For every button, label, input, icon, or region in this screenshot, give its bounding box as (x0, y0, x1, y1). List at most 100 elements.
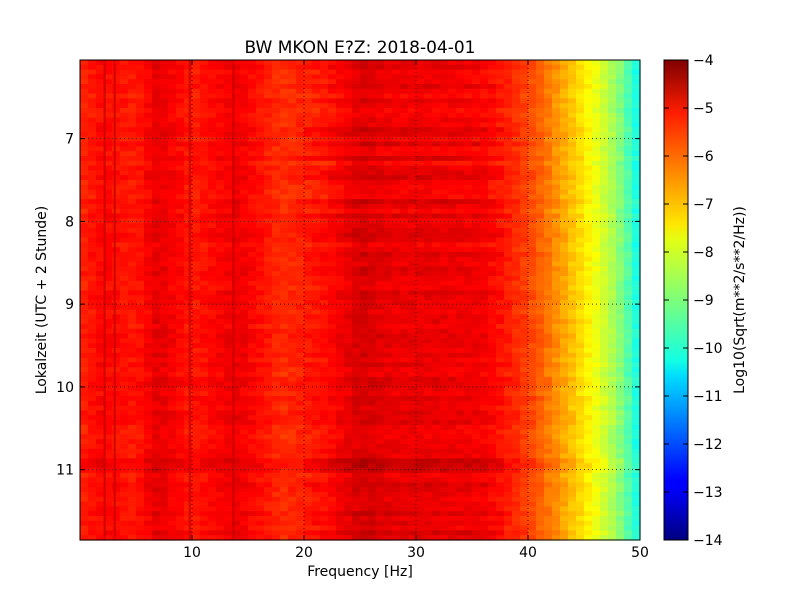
heatmap-cell (88, 372, 97, 378)
heatmap-cell (104, 391, 113, 397)
heatmap-cell (296, 170, 305, 176)
heatmap-cell (560, 252, 569, 258)
heatmap-cell (304, 280, 313, 287)
heatmap-cell (632, 136, 641, 143)
heatmap-cell (568, 88, 577, 95)
heatmap-cell (344, 127, 353, 133)
heatmap-cell (584, 290, 593, 296)
heatmap-cell (208, 151, 217, 157)
heatmap-cell (280, 295, 289, 301)
heatmap-cell (608, 314, 617, 320)
heatmap-cell (384, 266, 393, 272)
heatmap-cell (104, 357, 113, 363)
heatmap-cell (96, 352, 105, 359)
heatmap-cell (320, 367, 329, 373)
heatmap-cell (384, 338, 393, 344)
heatmap-cell (280, 64, 289, 71)
heatmap-cell (232, 280, 241, 287)
heatmap-cell (104, 348, 113, 354)
heatmap-cell (384, 60, 393, 66)
heatmap-cell (136, 93, 145, 99)
heatmap-cell (496, 146, 505, 152)
heatmap-cell (360, 386, 369, 392)
heatmap-cell (400, 343, 409, 349)
heatmap-cell (392, 285, 401, 291)
heatmap-cell (376, 165, 385, 171)
heatmap-cell (392, 151, 401, 157)
heatmap-cell (96, 242, 105, 248)
heatmap-cell (120, 204, 129, 210)
heatmap-cell (168, 295, 177, 301)
heatmap-cell (464, 304, 473, 311)
heatmap-cell (144, 247, 153, 253)
heatmap-cell (192, 376, 201, 383)
heatmap-cell (144, 204, 153, 210)
heatmap-cell (632, 314, 641, 320)
heatmap-cell (632, 74, 641, 80)
heatmap-cell (328, 74, 337, 80)
heatmap-cell (360, 141, 369, 147)
heatmap-cell (184, 84, 193, 90)
heatmap-cell (560, 88, 569, 95)
heatmap-cell (184, 276, 193, 282)
heatmap-cell (192, 151, 201, 157)
heatmap-cell (264, 362, 273, 368)
heatmap-cell (536, 60, 545, 66)
heatmap-cell (480, 252, 489, 258)
heatmap-cell (600, 381, 609, 387)
heatmap-cell (608, 108, 617, 114)
heatmap-cell (144, 175, 153, 181)
heatmap-cell (168, 319, 177, 325)
heatmap-cell (520, 98, 529, 104)
heatmap-cell (272, 232, 281, 239)
heatmap-cell (512, 381, 521, 387)
heatmap-cell (368, 156, 377, 162)
heatmap-cell (472, 122, 481, 128)
heatmap-cell (392, 156, 401, 162)
heatmap-cell (160, 151, 169, 157)
heatmap-cell (160, 237, 169, 243)
heatmap-cell (400, 103, 409, 109)
heatmap-cell (424, 280, 433, 287)
heatmap-cell (120, 103, 129, 109)
heatmap-cell (544, 208, 553, 215)
heatmap-cell (472, 319, 481, 325)
heatmap-cell (592, 367, 601, 373)
heatmap-cell (416, 300, 425, 306)
heatmap-cell (144, 242, 153, 248)
heatmap-cell (432, 266, 441, 272)
heatmap-cell (520, 141, 529, 147)
heatmap-cell (296, 146, 305, 152)
heatmap-cell (536, 156, 545, 162)
heatmap-cell (416, 271, 425, 277)
heatmap-cell (128, 280, 137, 287)
heatmap-cell (560, 376, 569, 383)
heatmap-cell (376, 88, 385, 95)
heatmap-cell (112, 338, 121, 344)
heatmap-cell (456, 93, 465, 99)
heatmap-cell (472, 103, 481, 109)
heatmap-cell (176, 175, 185, 181)
heatmap-cell (368, 146, 377, 152)
heatmap-cell (456, 261, 465, 267)
heatmap-cell (464, 170, 473, 176)
heatmap-cell (448, 290, 457, 296)
heatmap-cell (288, 199, 297, 205)
heatmap-cell (208, 108, 217, 114)
heatmap-cell (152, 242, 161, 248)
heatmap-cell (472, 357, 481, 363)
heatmap-cell (560, 160, 569, 167)
heatmap-cell (80, 280, 89, 287)
heatmap-cell (432, 180, 441, 186)
heatmap-cell (448, 98, 457, 104)
heatmap-cell (344, 93, 353, 99)
heatmap-cell (576, 122, 585, 128)
heatmap-cell (304, 396, 313, 402)
heatmap-cell (624, 184, 633, 191)
heatmap-cell (136, 98, 145, 104)
heatmap-cell (512, 324, 521, 330)
heatmap-cell (432, 372, 441, 378)
heatmap-cell (120, 372, 129, 378)
heatmap-cell (448, 69, 457, 75)
heatmap-cell (280, 175, 289, 181)
